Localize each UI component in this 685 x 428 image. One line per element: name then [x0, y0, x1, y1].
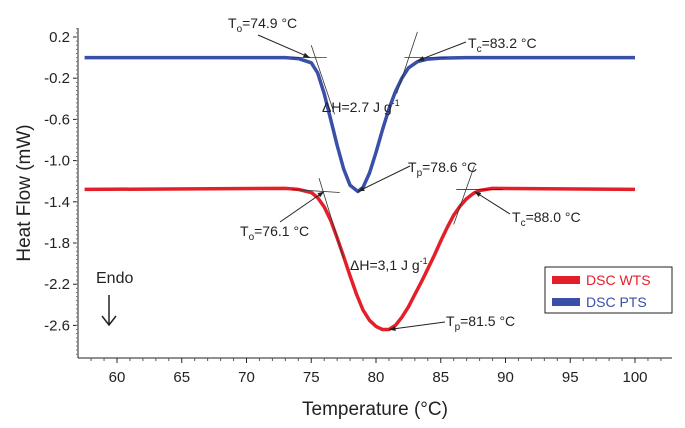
annotation-pts_dh: ΔH=2.7 J g-1: [322, 98, 400, 115]
series-line-dsc-wts: [84, 186, 636, 332]
annotation-arrow: [388, 321, 446, 331]
arrowhead-icon: [388, 326, 396, 332]
annotation-wts_tp: Tp=81.5 °C: [446, 313, 515, 333]
series-line-dsc-pts: [84, 55, 635, 194]
annotation-pts_to: To=74.9 °C: [228, 15, 297, 35]
x-tick-label: 70: [238, 369, 255, 386]
arrowhead-icon: [474, 191, 482, 198]
y-tick-label: -0.2: [44, 70, 70, 87]
annotation-pts_tc: Tc=83.2 °C: [468, 35, 537, 55]
x-tick-label: 75: [303, 369, 320, 386]
y-tick-label: -1.4: [44, 194, 70, 211]
y-tick-label: -0.6: [44, 111, 70, 128]
legend-label: DSC WTS: [586, 272, 651, 288]
y-tick-label: -2.6: [44, 317, 70, 334]
endo-label: Endo: [96, 270, 133, 287]
annotation-wts_dh: ΔH=3,1 J g-1: [350, 256, 428, 273]
x-tick-label: 80: [368, 369, 385, 386]
tangent-line: [291, 189, 340, 193]
tangent-line: [310, 45, 335, 115]
tangent-line: [396, 31, 418, 94]
y-tick-label: 0.2: [49, 29, 70, 46]
x-tick-label: 60: [109, 369, 126, 386]
endo-arrow-icon: [101, 295, 117, 327]
x-axis-title: Temperature (°C): [302, 399, 448, 420]
tangent-line: [318, 177, 345, 259]
arrowhead-icon: [357, 186, 365, 192]
x-tick-label: 100: [622, 369, 647, 386]
arrowhead-icon: [417, 56, 425, 61]
legend-swatch: [552, 276, 580, 284]
y-tick-label: -2.2: [44, 276, 70, 293]
x-tick-label: 95: [562, 369, 579, 386]
annotation-pts_tp: Tp=78.6 °C: [408, 159, 477, 179]
x-tick-label: 65: [173, 369, 190, 386]
legend-label: DSC PTS: [586, 294, 647, 310]
annotation-wts_tc: Tc=88.0 °C: [512, 209, 581, 229]
annotation-arrow: [357, 165, 411, 192]
y-tick-label: -1.8: [44, 235, 70, 252]
x-tick-label: 90: [497, 369, 514, 386]
y-axis-title: Heat Flow (mW): [14, 124, 35, 261]
annotation-wts_to: To=76.1 °C: [240, 223, 309, 243]
annotation-arrow: [257, 34, 311, 59]
y-tick-label: -1.0: [44, 153, 70, 170]
legend-swatch: [552, 298, 580, 306]
tangent-line: [453, 165, 475, 225]
x-tick-label: 85: [432, 369, 449, 386]
annotation-arrow: [474, 191, 511, 215]
annotation-arrow: [279, 191, 325, 223]
arrowhead-icon: [302, 52, 310, 58]
arrowhead-icon: [317, 191, 325, 198]
